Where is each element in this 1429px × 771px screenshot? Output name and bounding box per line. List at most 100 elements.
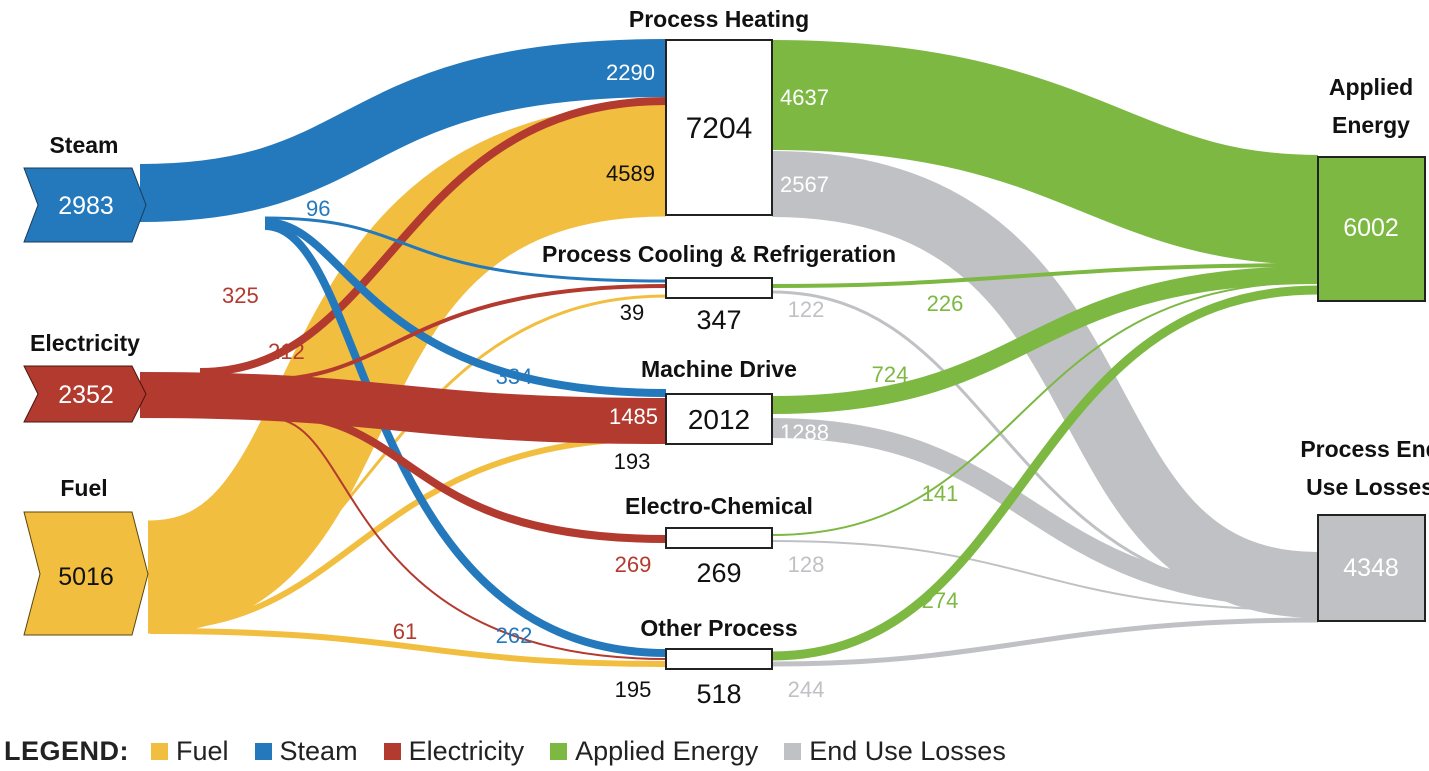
output-applied-value: 6002: [1343, 214, 1399, 242]
flow-fuel-heating: [145, 103, 667, 634]
label-electro-losses: 128: [788, 552, 825, 577]
process-machine-box: [665, 393, 773, 445]
process-cooling-box: [665, 277, 773, 299]
process-other: Other Process 518: [640, 615, 797, 709]
flow-machine-losses: [771, 418, 1319, 608]
flow-steam-cooling: [264, 216, 667, 283]
label-heating-applied: 4637: [780, 85, 829, 110]
label-cooling-losses: 122: [788, 297, 825, 322]
process-electro-value: 269: [696, 558, 741, 588]
legend-swatch-fuel: [151, 742, 168, 760]
output-applied-label-2: Energy: [1332, 112, 1410, 138]
output-losses-label-1: Process End: [1300, 436, 1429, 462]
flow-machine-applied: [771, 266, 1319, 414]
label-steam-machine: 334: [496, 364, 533, 389]
label-other-losses: 244: [788, 677, 825, 702]
process-cooling-label: Process Cooling & Refrigeration: [542, 241, 896, 267]
flow-heating-applied: [771, 40, 1319, 265]
legend-swatch-steam: [254, 742, 272, 760]
source-fuel-value: 5016: [58, 563, 114, 591]
label-other-applied: 274: [922, 588, 959, 613]
source-electricity-label: Electricity: [30, 330, 140, 356]
label-elec-other: 61: [393, 619, 417, 644]
label-cooling-fuel: 39: [620, 300, 644, 325]
output-losses: Process End Use Losses 4348: [1300, 436, 1429, 622]
source-steam: Steam 2983: [23, 132, 147, 243]
legend-swatch-losses: [784, 742, 802, 760]
output-applied: Applied Energy 6002: [1317, 74, 1426, 302]
process-machine: Machine Drive 2012: [641, 356, 797, 445]
process-other-label: Other Process: [640, 615, 797, 641]
label-heating-fuel: 4589: [606, 161, 655, 186]
process-heating-box: [665, 39, 773, 216]
legend-label-steam: Steam: [279, 735, 358, 766]
flow-electro-losses: [771, 540, 1319, 611]
legend-label-applied: Applied Energy: [575, 735, 759, 766]
legend-item-losses: End Use Losses: [784, 736, 1006, 767]
flows: [139, 39, 1319, 667]
flow-other-losses: [771, 617, 1319, 667]
source-electricity-arrow: [23, 365, 147, 423]
process-other-box: [665, 648, 773, 670]
source-fuel: Fuel 5016: [23, 475, 149, 636]
output-losses-value: 4348: [1343, 554, 1399, 582]
flow-steam-machine: [264, 218, 667, 397]
label-electro-elec: 269: [615, 552, 652, 577]
label-cooling-applied: 226: [927, 291, 964, 316]
flow-steam-heating: [139, 39, 667, 222]
label-steam-other: 262: [496, 623, 533, 648]
label-elec-cooling: 212: [268, 339, 305, 364]
process-electro-label: Electro-Chemical: [625, 493, 813, 519]
flow-elec-cooling: [259, 284, 667, 382]
label-other-fuel: 195: [615, 677, 652, 702]
source-fuel-arrow: [23, 511, 149, 636]
flow-cooling-applied: [771, 263, 1319, 288]
legend-title: LEGEND:: [4, 735, 129, 766]
source-fuel-label: Fuel: [60, 475, 107, 501]
source-electricity: Electricity 2352: [23, 330, 147, 423]
process-electro-box: [665, 527, 773, 549]
process-heating: Process Heating 7204: [629, 6, 809, 216]
flow-other-applied: [771, 285, 1319, 661]
output-losses-box: [1317, 514, 1426, 622]
legend-item-steam: Steam: [254, 735, 358, 767]
label-machine-losses: 1288: [780, 420, 829, 445]
source-electricity-value: 2352: [58, 381, 114, 409]
flow-fuel-other: [149, 628, 667, 667]
legend-label-fuel: Fuel: [176, 735, 229, 766]
source-steam-label: Steam: [49, 132, 118, 158]
flow-fuel-machine: [149, 435, 667, 631]
legend-item-fuel: Fuel: [151, 736, 229, 767]
label-machine-applied: 724: [872, 362, 909, 387]
process-machine-label: Machine Drive: [641, 356, 797, 382]
source-steam-arrow: [23, 167, 147, 243]
flow-elec-machine: [139, 372, 667, 444]
flow-heating-losses: [771, 151, 1319, 618]
process-machine-value: 2012: [688, 404, 750, 435]
process-cooling-value: 347: [696, 305, 741, 335]
legend-swatch-electricity: [383, 742, 401, 760]
label-machine-elec: 1485: [609, 404, 658, 429]
flow-electro-applied: [771, 281, 1319, 536]
flow-labels: 2290 4589 4637 2567 96 325 212 39 122 22…: [222, 60, 963, 702]
source-steam-value: 2983: [58, 192, 114, 220]
legend-label-electricity: Electricity: [408, 735, 525, 766]
label-machine-fuel: 193: [614, 449, 651, 474]
legend-label-losses: End Use Losses: [809, 735, 1006, 766]
label-electro-applied: 141: [922, 481, 959, 506]
process-electro: Electro-Chemical 269: [625, 493, 813, 588]
output-losses-label-2: Use Losses: [1306, 474, 1429, 500]
flow-fuel-cooling: [149, 294, 667, 627]
legend-item-electricity: Electricity: [383, 735, 525, 767]
flow-elec-electro: [269, 410, 667, 543]
process-cooling: Process Cooling & Refrigeration 347: [542, 241, 896, 335]
process-heating-label: Process Heating: [629, 6, 809, 32]
label-heating-losses: 2567: [780, 172, 829, 197]
label-heating-steam: 2290: [606, 60, 655, 85]
output-applied-label-1: Applied: [1329, 74, 1413, 100]
flow-elec-other: [269, 417, 667, 660]
label-elec-heating: 325: [222, 283, 259, 308]
output-applied-box: [1317, 156, 1426, 302]
process-other-value: 518: [696, 679, 741, 709]
